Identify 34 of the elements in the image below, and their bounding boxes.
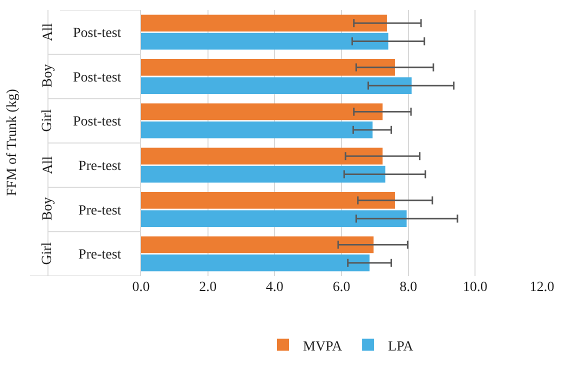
- y-tick-label: Post-test: [72, 70, 122, 86]
- bar: [141, 32, 388, 50]
- y-tick-label: Post-test: [72, 26, 122, 42]
- x-tick-label: 8.0: [400, 280, 418, 295]
- text: Boy: [40, 197, 56, 220]
- bar: [141, 77, 412, 94]
- x-tick-label: 4.0: [266, 280, 284, 295]
- x-tick-label: 12.0: [530, 280, 554, 295]
- text: Girl: [40, 242, 56, 265]
- text: Boy: [40, 64, 56, 88]
- bar: [141, 14, 387, 32]
- y-tick-label: Pre-test: [78, 159, 122, 174]
- bar: [141, 210, 407, 227]
- text: Girl: [40, 109, 56, 132]
- bar: [141, 236, 374, 254]
- legend-label: LPA: [388, 339, 414, 354]
- x-tick-label: 0.0: [132, 280, 150, 295]
- x-tick-label: 6.0: [332, 280, 350, 295]
- legend-label: MVPA: [303, 339, 344, 354]
- bar: [141, 122, 373, 138]
- y-tick-label: Pre-test: [78, 203, 122, 218]
- y-tick-label: Post-test: [72, 114, 122, 130]
- y-tick-label: Pre-test: [78, 248, 122, 263]
- text: All: [40, 23, 56, 42]
- x-tick-label: 10.0: [462, 280, 488, 295]
- bar: [141, 254, 370, 272]
- bar: [141, 166, 386, 183]
- bar: [141, 192, 395, 209]
- x-tick-label: 2.0: [199, 280, 217, 295]
- bar: [141, 103, 383, 120]
- bar: [141, 148, 383, 164]
- bar: [141, 59, 395, 76]
- y-axis-title: FFM of Trunk (kg): [5, 88, 20, 196]
- text: All: [40, 156, 56, 174]
